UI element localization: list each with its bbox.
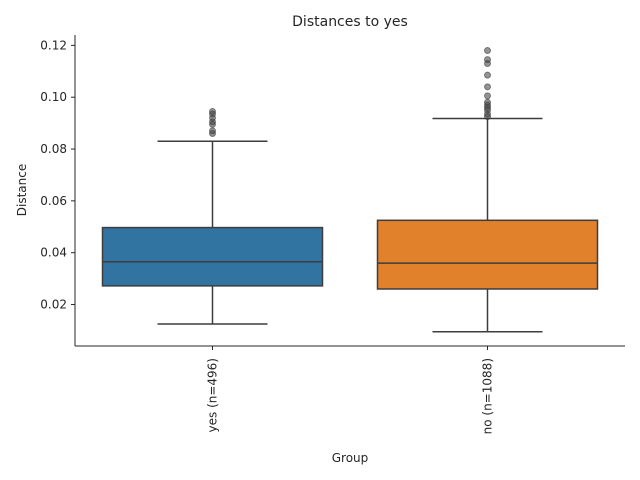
- outlier-point: [484, 71, 491, 79]
- outlier-point: [484, 56, 491, 64]
- outlier-point: [209, 127, 216, 135]
- x-axis-label: Group: [332, 451, 369, 465]
- boxes-group: [101, 47, 599, 333]
- y-axis: 0.02 0.04 0.06 0.08 0.10 0.12: [40, 35, 76, 346]
- outlier-point: [484, 92, 491, 100]
- x-tick-label: no (n=1088): [481, 358, 495, 434]
- y-tick-label: 0.12: [40, 38, 67, 52]
- x-tick-label: yes (n=496): [206, 358, 220, 432]
- y-tick-label: 0.08: [40, 142, 67, 156]
- box-0: [101, 107, 324, 325]
- outlier-point: [209, 107, 216, 115]
- y-tick-label: 0.04: [40, 246, 67, 260]
- box-1: [376, 47, 599, 333]
- outlier-point: [484, 83, 491, 91]
- y-tick-label: 0.10: [40, 90, 67, 104]
- iqr-box: [376, 219, 599, 290]
- y-axis-label: Distance: [15, 164, 29, 216]
- y-tick-label: 0.06: [40, 194, 67, 208]
- y-tick-label: 0.02: [40, 298, 67, 312]
- iqr-box: [101, 226, 324, 287]
- outlier-point: [484, 98, 491, 106]
- chart-title: Distances to yes: [292, 14, 408, 30]
- outlier-point: [484, 47, 491, 55]
- x-axis: yes (n=496) no (n=1088): [75, 345, 625, 434]
